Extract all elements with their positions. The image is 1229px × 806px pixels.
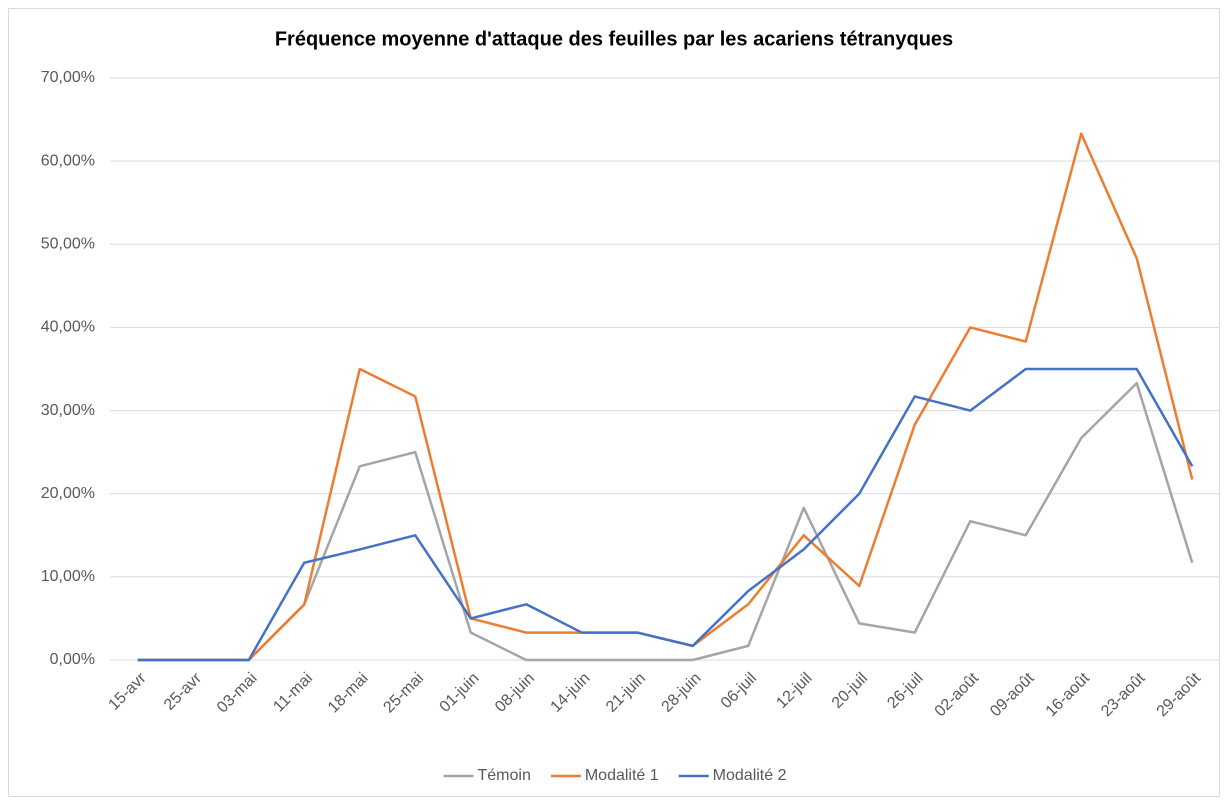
y-tick-label: 70,00% xyxy=(41,69,95,86)
y-tick-label: 20,00% xyxy=(41,485,95,502)
legend-label: Modalité 1 xyxy=(585,767,659,784)
chart-border xyxy=(8,8,1220,797)
series-line xyxy=(137,367,1194,662)
chart-title: Fréquence moyenne d'attaque des feuilles… xyxy=(275,28,953,50)
y-tick-label: 30,00% xyxy=(41,402,95,419)
legend-label: Témoin xyxy=(477,767,530,784)
y-tick-label: 10,00% xyxy=(41,568,95,585)
y-tick-label: 60,00% xyxy=(41,152,95,169)
y-tick-label: 40,00% xyxy=(41,319,95,336)
series-line xyxy=(137,381,1194,662)
y-tick-label: 50,00% xyxy=(41,236,95,253)
legend-label: Modalité 2 xyxy=(713,767,787,784)
y-tick-label: 0,00% xyxy=(50,651,95,668)
